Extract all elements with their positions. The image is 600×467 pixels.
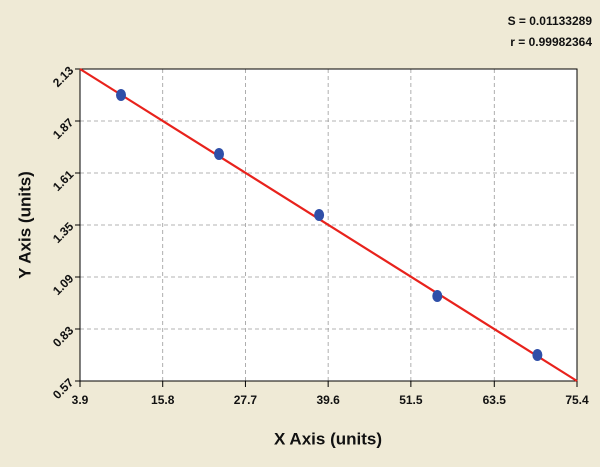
x-tick-label: 27.7: [234, 393, 258, 407]
plot-frame: [79, 68, 578, 382]
x-tick-label: 63.5: [483, 393, 507, 407]
x-tick-label: 75.4: [565, 393, 589, 407]
data-point: [116, 89, 127, 101]
data-point: [432, 290, 443, 302]
x-tick-label: 15.8: [151, 393, 175, 407]
x-tick-label: 3.9: [72, 393, 89, 407]
annotation: r = 0.99982364: [510, 35, 592, 49]
data-point: [314, 209, 325, 221]
fit-line: [79, 68, 578, 382]
data-point: [214, 148, 225, 160]
x-axis-label: X Axis (units): [274, 429, 382, 448]
annotation: S = 0.01133289: [508, 14, 593, 28]
x-tick-label: 51.5: [399, 393, 423, 407]
data-point: [532, 349, 543, 361]
y-axis-label: Y Axis (units): [15, 171, 34, 279]
x-tick-label: 39.6: [316, 393, 340, 407]
